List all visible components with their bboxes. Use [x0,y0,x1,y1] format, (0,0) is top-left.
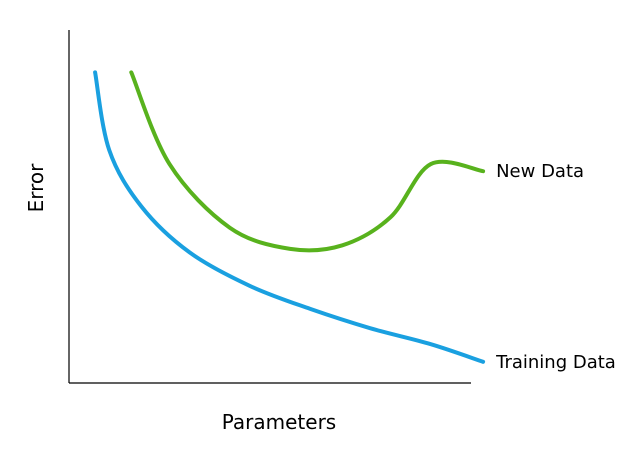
series-line-new-data [129,70,486,253]
series-layer [93,70,486,364]
y-axis-label: Error [24,163,48,213]
series-line-training-data [93,70,486,364]
series-label-layer: New Data Training Data [495,161,616,373]
series-label-training-data: Training Data [495,352,616,373]
series-label-new-data: New Data [496,161,584,182]
x-axis-label: Parameters [222,410,336,434]
